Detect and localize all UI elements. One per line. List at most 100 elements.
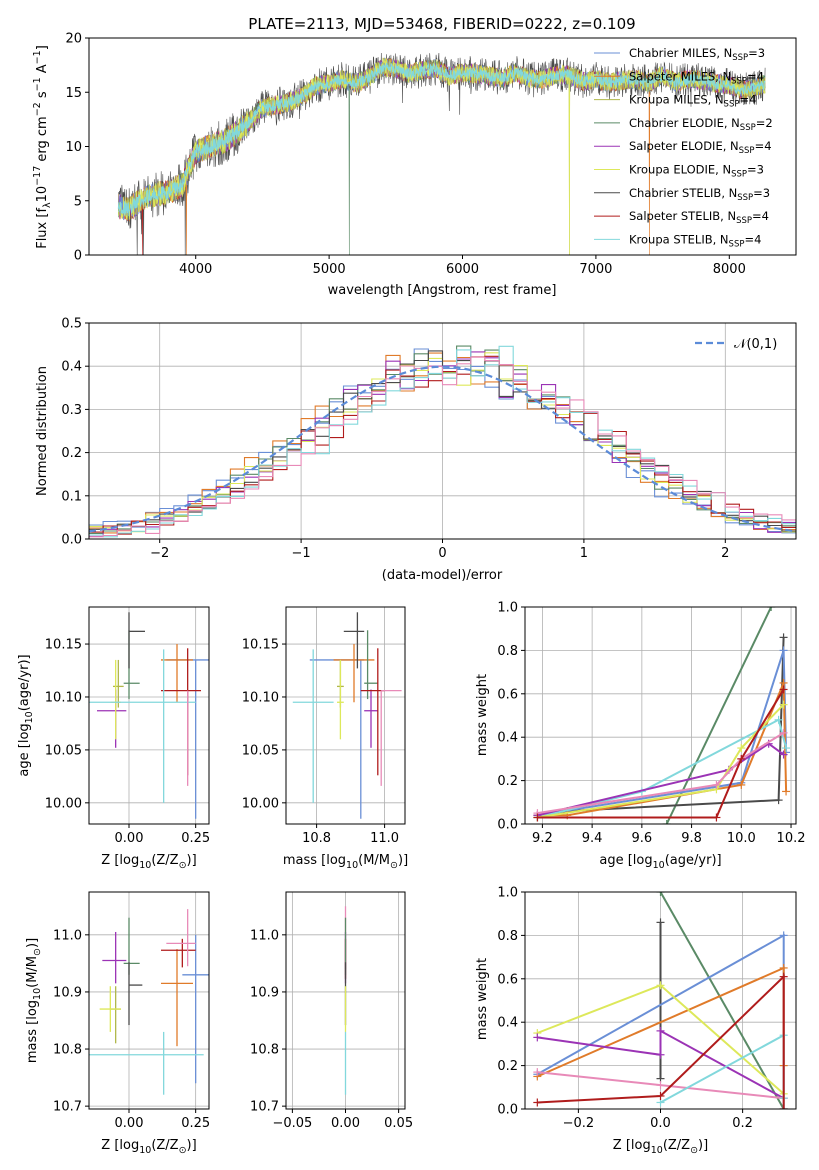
residuals-frame <box>88 322 797 540</box>
mass-Z-y-tick-label: 10.9 <box>53 985 82 1000</box>
spectrum-y-label-part: Flux [f <box>35 208 50 249</box>
age-mass-y-tick-label: 10.05 <box>242 743 279 758</box>
residuals-x-tick-label: 1 <box>580 546 588 561</box>
mw-Z-line <box>537 974 785 1109</box>
mass-Z-point-0 <box>182 934 209 1084</box>
age-mass-x-label-part: )] <box>398 853 408 868</box>
age-mass-x-label: mass [log10(M/M⊙)] <box>283 853 408 871</box>
mass-Z-point-5 <box>99 986 121 1032</box>
mw-Z-x-tick-label: 0.2 <box>732 1116 753 1131</box>
legend-sub: SSP <box>740 123 756 133</box>
mw-Z-y-tick-label: 0.2 <box>497 1059 518 1074</box>
mass-Z-x-label: Z [log10(Z/Z⊙)] <box>101 1138 196 1156</box>
mw-age-line <box>537 688 785 819</box>
legend-name: Chabrier STELIB, N <box>629 186 737 200</box>
mw-age-y-tick-label: 1.0 <box>497 601 518 616</box>
mw-Z-x-label-part: ⊙ <box>690 1145 698 1156</box>
age-mass-x-label-part: 10 <box>346 860 358 871</box>
mw-Z-x-label-part: 10 <box>651 1145 663 1156</box>
spectrum-y-tick-label: 10 <box>65 140 82 155</box>
spectrum-y-label-part: −2 <box>32 102 43 116</box>
mw-Z-x-label-part: (Z/Z <box>663 1138 690 1153</box>
mass-EBV-x-tick-label: 0.00 <box>331 1116 360 1131</box>
mw-age-x-label-part: (age/yr)] <box>665 853 722 868</box>
age-Z-y-tick-label: 10.00 <box>45 796 82 811</box>
age-mass-point-3 <box>364 630 378 700</box>
mw-Z-x-tick-label: −0.2 <box>563 1116 595 1131</box>
mw-Z-x-label: Z [log10(Z/Z⊙)] <box>613 1138 708 1156</box>
age-mass-x-label-part: (M/M <box>358 853 390 868</box>
mass-Z-x-tick-label: 0.00 <box>115 1116 144 1131</box>
legend-label-6: Chabrier STELIB, NSSP=3 <box>629 186 770 203</box>
residuals-y-tick-label: 0.4 <box>61 360 82 375</box>
spectrum-y-label: Flux [fλ10−17 erg cm−2 s−1 A−1] <box>32 45 53 249</box>
legend-value: =4 <box>739 93 756 107</box>
residuals-x-tick-label: 2 <box>721 546 729 561</box>
mass-EBV-y-tick-label: 10.8 <box>250 1043 279 1058</box>
age-Z-point-6 <box>128 612 145 669</box>
mw-age-line <box>665 607 773 824</box>
mw-age-x-tick-label: 9.2 <box>532 831 553 846</box>
legend-sub: SSP <box>731 170 747 180</box>
legend-value: =3 <box>747 163 764 177</box>
age-mass-point-4 <box>364 689 378 748</box>
mass-Z-x-tick-label: 0.25 <box>181 1116 210 1131</box>
legend-value: =4 <box>744 232 761 246</box>
legend-label-2: Kroupa MILES, NSSP=4 <box>629 93 756 110</box>
mw-age-line <box>537 703 785 819</box>
legend-name: Salpeter MILES, N <box>629 69 731 83</box>
age-Z-y-tick-label: 10.15 <box>45 638 82 653</box>
spectrum-x-tick-label: 4000 <box>179 262 212 277</box>
residuals-x-tick-label: −1 <box>292 546 311 561</box>
mass-EBV-y-tick-label: 10.9 <box>250 985 279 1000</box>
legend-name: Chabrier ELODIE, N <box>629 116 740 130</box>
legend-value: =4 <box>747 69 764 83</box>
mass-EBV-y-tick-label: 10.7 <box>250 1100 279 1115</box>
legend-sub: SSP <box>737 193 753 203</box>
residuals-histogram-9 <box>89 356 796 538</box>
age-Z-y-label: age [log10(age/yr)] <box>17 654 35 776</box>
mw-age-axes <box>525 606 796 825</box>
residuals-x-tick-label: −2 <box>150 546 169 561</box>
residuals-x-tick-label: 0 <box>438 546 446 561</box>
age-Z-x-label-part: ⊙ <box>179 860 187 871</box>
mass-Z-y-label-part: (M/M <box>25 956 40 988</box>
mass-EBV-frame <box>285 891 406 1110</box>
age-Z-y-label-part: age [log <box>17 723 32 776</box>
mw-Z-y-tick-label: 0.6 <box>497 972 518 987</box>
mw-Z-x-tick-label: 0.0 <box>650 1116 671 1131</box>
mass-Z-y-label-part: mass [log <box>25 1000 40 1063</box>
mass-Z-y-label-part: ⊙ <box>32 948 43 956</box>
mw-age-x-label: age [log10(age/yr)] <box>599 853 721 871</box>
mw-age-x-tick-label: 10.0 <box>727 831 756 846</box>
legend-sub: SSP <box>729 239 745 249</box>
residuals-y-tick-label: 0.3 <box>61 403 82 418</box>
mw-Z-series-8 <box>533 972 788 1109</box>
mw-age-x-tick-label: 9.8 <box>681 831 702 846</box>
age-Z-x-label: Z [log10(Z/Z⊙)] <box>101 853 196 871</box>
mw-age-series-0 <box>662 607 776 824</box>
age-Z-point-2 <box>113 659 124 708</box>
mass-Z-x-label-part: ⊙ <box>179 1145 187 1156</box>
spectrum-x-tick-label: 7000 <box>579 262 612 277</box>
mw-Z-y-tick-label: 0.8 <box>497 929 518 944</box>
spectrum-y-label-part: 10 <box>35 186 50 203</box>
age-mass-axes <box>286 607 405 824</box>
age-Z-x-tick-label: 0.25 <box>181 831 210 846</box>
legend-name: Salpeter ELODIE, N <box>629 139 739 153</box>
age-mass-y-tick-label: 10.10 <box>242 690 279 705</box>
age-mass-point-9 <box>380 689 402 786</box>
residuals-histogram-6 <box>89 350 796 532</box>
age-Z-point-8 <box>89 649 196 803</box>
spectrum-x-tick-label: 5000 <box>313 262 346 277</box>
mass-Z-point-6 <box>128 962 143 1026</box>
spectrum-y-label-part: −1 <box>32 50 43 64</box>
age-mass-point-6 <box>343 612 365 669</box>
mass-Z-x-label-part: (Z/Z <box>151 1138 178 1153</box>
residuals-y-label: Normed distribution <box>35 366 50 496</box>
legend-label-1: Salpeter MILES, NSSP=4 <box>629 69 764 86</box>
legend-name: Kroupa STELIB, N <box>629 232 729 246</box>
age-mass-y-tick-label: 10.00 <box>242 796 279 811</box>
